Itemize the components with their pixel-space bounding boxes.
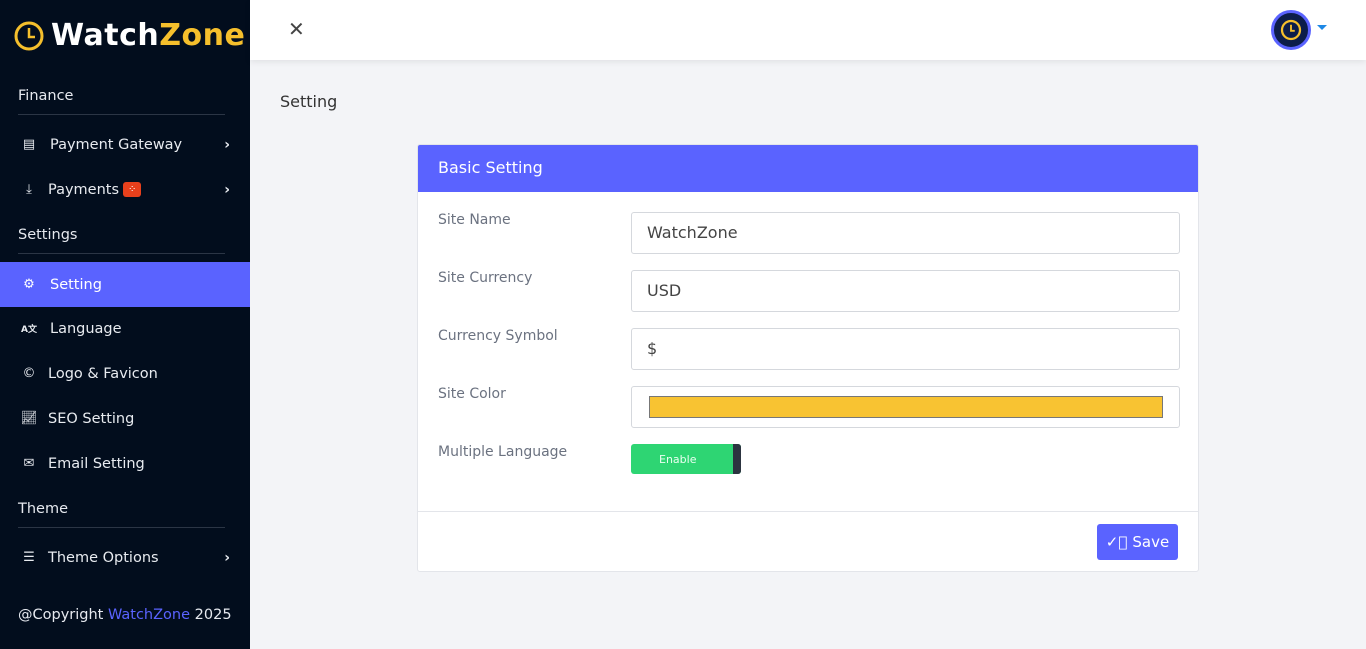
save-button[interactable]: ✓⃝ Save [1097,524,1178,560]
page-title: Setting [280,92,338,111]
clock-icon [14,21,44,50]
sidebar-item-label: Email Setting [48,455,145,472]
sliders-icon: ☰ [23,550,35,565]
copyright: @Copyright WatchZone 2025 [18,607,232,623]
site-currency-row: Site Currency USD [438,270,1180,312]
sidebar-item-label: Payments [48,181,120,198]
toggle-label: Enable [659,452,697,466]
sidebar-item-label: SEO Setting [48,410,135,427]
site-name-label: Site Name [438,212,511,228]
section-theme: Theme [18,501,225,528]
sidebar-item-label: Language [50,320,122,337]
cogs-icon: ⚙ [23,277,35,292]
site-color-label: Site Color [438,386,506,402]
sidebar-item-label: Payment Gateway [50,136,183,153]
card-title: Basic Setting [418,145,1198,192]
card-footer-divider [418,511,1198,512]
save-label: Save [1132,533,1170,551]
brand-part1: Watch [51,18,160,53]
chevron-right-icon: › [224,181,230,198]
currency-symbol-input[interactable]: $ [631,328,1180,370]
avatar[interactable] [1271,10,1311,50]
site-currency-label: Site Currency [438,270,533,286]
site-color-row: Site Color [438,386,1180,428]
toggle-knob[interactable] [733,444,741,474]
multiple-language-label: Multiple Language [438,444,568,460]
envelope-open-icon: ✉ [23,456,35,471]
chevron-right-icon: › [224,136,230,153]
sidebar-item-setting[interactable]: ⚙ Setting [0,262,250,307]
sidebar-item-payment-gateway[interactable]: ▤ Payment Gateway › [0,122,250,167]
copyright-icon: © [22,366,36,381]
chart-line-icon: 📈︎ [20,411,38,426]
section-settings: Settings [18,227,225,254]
sidebar-item-seo-setting[interactable]: 📈︎ SEO Setting [0,396,250,441]
check-circle-icon: ✓⃝ [1105,533,1128,551]
multiple-language-toggle[interactable]: Enable [631,444,741,474]
language-icon: A文 [21,325,37,335]
download-icon: ⤓ [26,182,32,197]
sidebar-item-theme-options[interactable]: ☰ Theme Options › [0,535,250,580]
caret-down-icon[interactable] [1317,25,1327,30]
sidebar-item-label: Theme Options [48,549,159,566]
copyright-link[interactable]: WatchZone [107,607,191,623]
copyright-year: 2025 [190,607,232,623]
site-color-input[interactable] [631,386,1180,428]
site-currency-input[interactable]: USD [631,270,1180,312]
brand-part2: Zone [159,18,246,53]
close-sidebar-icon[interactable]: ✕ [288,17,305,41]
spinner-badge: ⁘ [123,182,142,197]
multiple-language-row: Multiple Language Enable [438,444,1180,486]
currency-symbol-row: Currency Symbol $ [438,328,1180,370]
sidebar-item-logo-favicon[interactable]: © Logo & Favicon [0,351,250,396]
chevron-right-icon: › [224,549,230,566]
copyright-prefix: @Copyright [18,607,108,623]
site-name-input[interactable]: WatchZone [631,212,1180,254]
currency-symbol-label: Currency Symbol [438,328,558,344]
sidebar-item-email-setting[interactable]: ✉ Email Setting [0,441,250,486]
money-check-icon: ▤ [22,137,36,152]
sidebar: Watch Zone Finance ▤ Payment Gateway › ⤓ Pay… [0,0,250,649]
top-bar: ✕ [250,0,1366,60]
clock-icon [1280,19,1302,41]
sidebar-item-label: Logo & Favicon [48,365,158,382]
site-name-row: Site Name WatchZone [438,212,1180,254]
section-finance: Finance [18,88,225,115]
sidebar-item-label: Setting [50,276,102,293]
sidebar-item-payments[interactable]: ⤓ Payments ⁘ › [0,167,250,212]
basic-setting-card: Basic Setting Site Name WatchZone Site Cu… [417,144,1199,572]
sidebar-item-language[interactable]: A文 Language [0,306,250,351]
brand-logo[interactable]: Watch Zone [13,18,245,53]
color-swatch[interactable] [649,396,1163,418]
